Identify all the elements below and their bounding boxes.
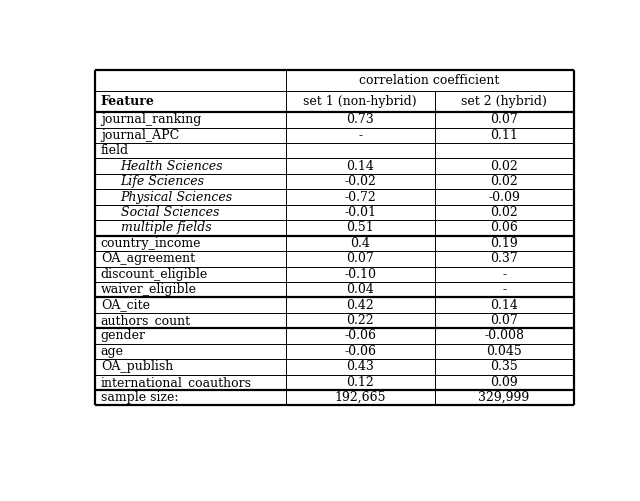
Text: 0.11: 0.11 <box>490 129 518 142</box>
Text: 0.14: 0.14 <box>346 160 374 173</box>
Text: -: - <box>502 283 506 296</box>
Text: 0.02: 0.02 <box>490 206 518 219</box>
Text: 0.07: 0.07 <box>490 314 518 327</box>
Text: -0.06: -0.06 <box>344 345 376 358</box>
Text: Physical Sciences: Physical Sciences <box>121 190 233 203</box>
Text: 0.43: 0.43 <box>346 360 374 373</box>
Text: Health Sciences: Health Sciences <box>121 160 223 173</box>
Text: -: - <box>502 268 506 281</box>
Text: field: field <box>101 144 129 157</box>
Text: 0.4: 0.4 <box>350 237 370 250</box>
Text: 0.51: 0.51 <box>346 221 374 234</box>
Text: -0.008: -0.008 <box>484 330 524 343</box>
Text: 0.35: 0.35 <box>490 360 518 373</box>
Text: 0.19: 0.19 <box>490 237 518 250</box>
Text: 0.22: 0.22 <box>346 314 374 327</box>
Text: 0.04: 0.04 <box>346 283 374 296</box>
Text: 0.06: 0.06 <box>490 221 518 234</box>
Text: 0.02: 0.02 <box>490 160 518 173</box>
Text: multiple fields: multiple fields <box>121 221 211 234</box>
Text: correlation coefficient: correlation coefficient <box>360 74 500 87</box>
Text: 329,999: 329,999 <box>479 391 530 404</box>
Text: -0.10: -0.10 <box>344 268 376 281</box>
Text: authors_count: authors_count <box>101 314 191 327</box>
Text: OA_publish: OA_publish <box>101 360 173 373</box>
Text: 0.37: 0.37 <box>490 253 518 266</box>
Text: set 2 (hybrid): set 2 (hybrid) <box>461 95 547 108</box>
Text: Social Sciences: Social Sciences <box>121 206 219 219</box>
Text: -0.09: -0.09 <box>488 190 520 203</box>
Text: set 1 (non-hybrid): set 1 (non-hybrid) <box>303 95 417 108</box>
Text: 0.42: 0.42 <box>346 299 374 312</box>
Text: sample size:: sample size: <box>101 391 179 404</box>
Text: 0.14: 0.14 <box>490 299 518 312</box>
Text: -: - <box>358 129 362 142</box>
Text: 0.07: 0.07 <box>490 113 518 126</box>
Text: 0.045: 0.045 <box>486 345 522 358</box>
Text: -0.06: -0.06 <box>344 330 376 343</box>
Text: 192,665: 192,665 <box>335 391 386 404</box>
Text: 0.09: 0.09 <box>490 376 518 389</box>
Text: Life Sciences: Life Sciences <box>121 175 205 188</box>
Text: country_income: country_income <box>101 237 202 250</box>
Text: 0.73: 0.73 <box>346 113 374 126</box>
Text: 0.12: 0.12 <box>346 376 374 389</box>
Text: -0.72: -0.72 <box>344 190 376 203</box>
Text: -0.02: -0.02 <box>344 175 376 188</box>
Text: OA_agreement: OA_agreement <box>101 253 195 266</box>
Text: 0.02: 0.02 <box>490 175 518 188</box>
Text: OA_cite: OA_cite <box>101 299 150 312</box>
Text: age: age <box>101 345 124 358</box>
Text: journal_APC: journal_APC <box>101 129 179 142</box>
Text: waiver_eligible: waiver_eligible <box>101 283 197 296</box>
Text: 0.07: 0.07 <box>346 253 374 266</box>
Text: international_coauthors: international_coauthors <box>101 376 252 389</box>
Text: discount_eligible: discount_eligible <box>101 268 208 281</box>
Text: Feature: Feature <box>101 95 155 108</box>
Text: -0.01: -0.01 <box>344 206 376 219</box>
Text: journal_ranking: journal_ranking <box>101 113 201 126</box>
Text: gender: gender <box>101 330 146 343</box>
